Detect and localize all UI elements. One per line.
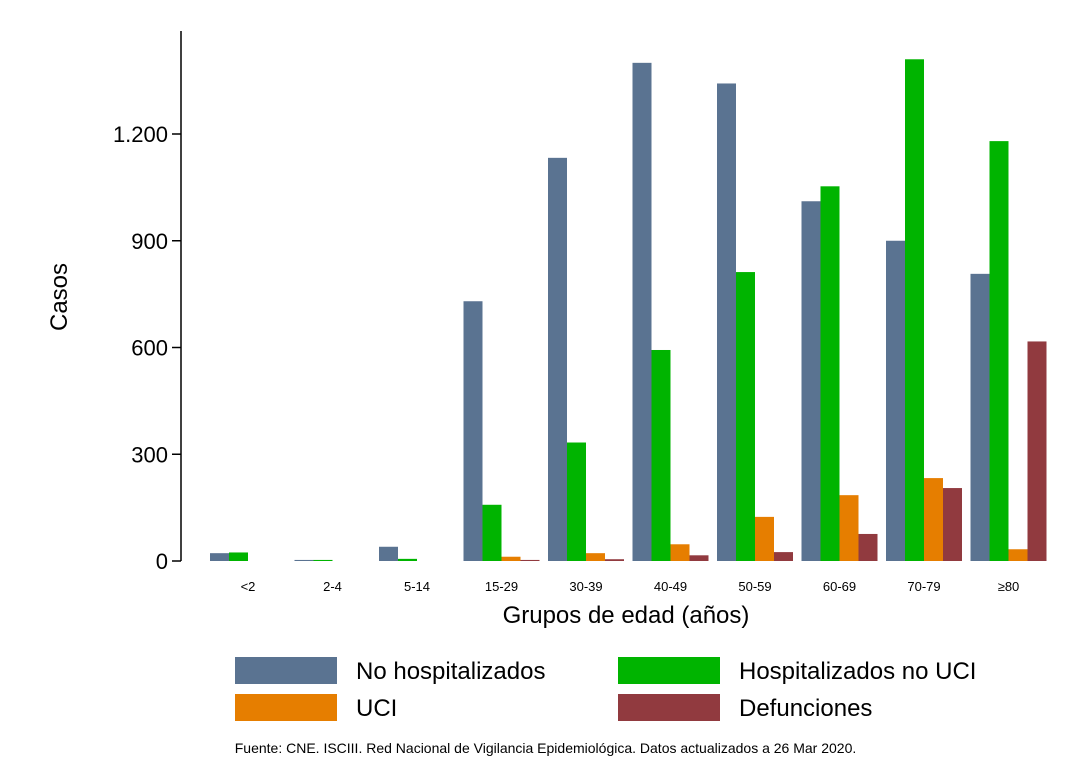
bar	[858, 533, 878, 561]
legend-swatch	[618, 657, 720, 684]
x-tick-label: 70-79	[907, 579, 940, 594]
y-tick-label: 600	[131, 336, 168, 361]
legend-label: Defunciones	[739, 695, 872, 722]
bar	[755, 516, 774, 561]
legend-label: UCI	[356, 695, 397, 722]
bar	[229, 552, 248, 561]
bar	[905, 59, 924, 562]
bar	[210, 553, 229, 561]
y-tick-label: 0	[156, 549, 168, 574]
bar	[501, 556, 521, 561]
y-axis-title: Casos	[46, 263, 73, 331]
bar	[463, 301, 483, 561]
legend-label: Hospitalizados no UCI	[739, 658, 976, 685]
x-tick-label: 60-69	[823, 579, 856, 594]
plot-area: 0 300 600 900 1.200 <2 2-4 5-14 15-29 30-39 40-49 5…	[113, 31, 1047, 594]
legend: No hospitalizados Hospitalizados no UCI UC…	[235, 657, 976, 722]
bar-chart: 0 300 600 900 1.200 <2 2-4 5-14 15-29 30-39 40-49 5…	[46, 31, 1047, 722]
bar	[689, 555, 709, 561]
bar	[632, 62, 652, 561]
bar	[1008, 549, 1028, 561]
bar	[651, 349, 671, 561]
bar	[839, 495, 859, 561]
source-note: Fuente: CNE. ISCIII. Red Nacional de Vig…	[234, 740, 857, 756]
bar	[482, 504, 502, 561]
bar	[548, 157, 567, 562]
x-tick-label: 2-4	[323, 579, 342, 594]
bar	[989, 141, 1009, 561]
x-tick-label: ≥80	[998, 579, 1020, 594]
bar	[379, 546, 398, 561]
bar	[970, 273, 990, 561]
bar	[886, 240, 905, 561]
bar	[670, 544, 690, 561]
x-tick-label: <2	[241, 579, 256, 594]
bar	[567, 442, 586, 561]
legend-swatch	[235, 657, 337, 684]
bar	[605, 559, 624, 561]
legend-swatch	[235, 694, 337, 721]
x-tick-label: 15-29	[485, 579, 518, 594]
legend-swatch	[618, 694, 720, 721]
bar	[801, 201, 821, 561]
bar	[1027, 341, 1047, 561]
bar	[736, 272, 755, 561]
bar	[520, 559, 540, 561]
bar	[943, 488, 962, 561]
bar	[820, 186, 840, 561]
y-tick-label: 1.200	[113, 122, 168, 147]
x-tick-label: 30-39	[569, 579, 602, 594]
legend-label: No hospitalizados	[356, 658, 545, 685]
x-tick-label: 5-14	[404, 579, 430, 594]
bar	[313, 559, 333, 561]
bar	[398, 558, 417, 561]
y-tick-label: 300	[131, 442, 168, 467]
bar	[717, 83, 736, 561]
x-axis-title: Grupos de edad (años)	[503, 602, 750, 629]
bar	[774, 552, 793, 561]
x-tick-label: 40-49	[654, 579, 687, 594]
bar	[586, 553, 605, 561]
x-tick-label: 50-59	[738, 579, 771, 594]
bar	[294, 559, 314, 561]
bar	[924, 478, 943, 561]
y-tick-label: 900	[131, 229, 168, 254]
